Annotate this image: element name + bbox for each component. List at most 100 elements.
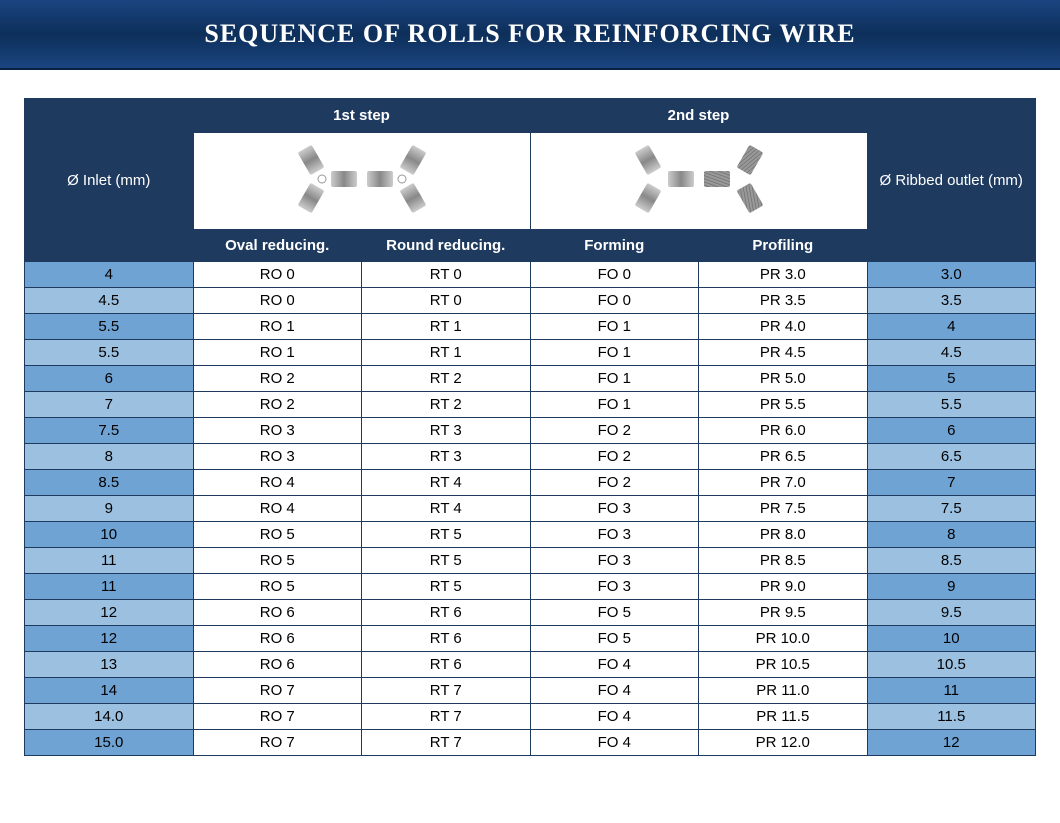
table-row: 15.0RO 7RT 7FO 4PR 12.012 bbox=[25, 730, 1036, 756]
table-row: 5.5RO 1RT 1FO 1PR 4.04 bbox=[25, 314, 1036, 340]
cell-ribbed: 6.5 bbox=[867, 444, 1036, 470]
col-header-step2: 2nd step bbox=[530, 99, 867, 133]
cell-round: RT 5 bbox=[362, 548, 531, 574]
cell-oval: RO 5 bbox=[193, 574, 362, 600]
cell-round: RT 4 bbox=[362, 496, 531, 522]
cell-forming: FO 4 bbox=[530, 678, 699, 704]
cell-oval: RO 3 bbox=[193, 444, 362, 470]
col-header-inlet: Ø Inlet (mm) bbox=[25, 99, 194, 262]
cell-forming: FO 1 bbox=[530, 366, 699, 392]
table-row: 6RO 2RT 2FO 1PR 5.05 bbox=[25, 366, 1036, 392]
rolls-step1-icon bbox=[200, 139, 524, 219]
cell-round: RT 3 bbox=[362, 418, 531, 444]
cell-forming: FO 2 bbox=[530, 418, 699, 444]
cell-round: RT 7 bbox=[362, 704, 531, 730]
cell-inlet: 7.5 bbox=[25, 418, 194, 444]
cell-ribbed: 3.0 bbox=[867, 262, 1036, 288]
cell-forming: FO 0 bbox=[530, 288, 699, 314]
cell-round: RT 2 bbox=[362, 392, 531, 418]
cell-oval: RO 5 bbox=[193, 522, 362, 548]
table-row: 9RO 4RT 4FO 3PR 7.57.5 bbox=[25, 496, 1036, 522]
cell-inlet: 12 bbox=[25, 626, 194, 652]
cell-ribbed: 8 bbox=[867, 522, 1036, 548]
cell-profiling: PR 5.5 bbox=[699, 392, 868, 418]
cell-profiling: PR 3.0 bbox=[699, 262, 868, 288]
cell-inlet: 8 bbox=[25, 444, 194, 470]
cell-ribbed: 10.5 bbox=[867, 652, 1036, 678]
cell-forming: FO 1 bbox=[530, 340, 699, 366]
cell-oval: RO 7 bbox=[193, 678, 362, 704]
cell-inlet: 15.0 bbox=[25, 730, 194, 756]
cell-inlet: 8.5 bbox=[25, 470, 194, 496]
cell-forming: FO 5 bbox=[530, 600, 699, 626]
rolls-step2-icon bbox=[537, 139, 861, 219]
cell-inlet: 4 bbox=[25, 262, 194, 288]
cell-profiling: PR 9.5 bbox=[699, 600, 868, 626]
cell-round: RT 5 bbox=[362, 522, 531, 548]
cell-inlet: 6 bbox=[25, 366, 194, 392]
cell-round: RT 0 bbox=[362, 288, 531, 314]
cell-profiling: PR 9.0 bbox=[699, 574, 868, 600]
cell-oval: RO 1 bbox=[193, 314, 362, 340]
cell-profiling: PR 8.0 bbox=[699, 522, 868, 548]
table-row: 7RO 2RT 2FO 1PR 5.55.5 bbox=[25, 392, 1036, 418]
cell-inlet: 5.5 bbox=[25, 314, 194, 340]
cell-oval: RO 6 bbox=[193, 600, 362, 626]
cell-profiling: PR 12.0 bbox=[699, 730, 868, 756]
col-header-profiling: Profiling bbox=[699, 230, 868, 262]
cell-forming: FO 3 bbox=[530, 496, 699, 522]
cell-forming: FO 5 bbox=[530, 626, 699, 652]
cell-profiling: PR 11.0 bbox=[699, 678, 868, 704]
col-header-oval: Oval reducing. bbox=[193, 230, 362, 262]
cell-oval: RO 4 bbox=[193, 470, 362, 496]
col-header-ribbed: Ø Ribbed outlet (mm) bbox=[867, 99, 1036, 262]
cell-oval: RO 2 bbox=[193, 366, 362, 392]
cell-profiling: PR 7.5 bbox=[699, 496, 868, 522]
cell-ribbed: 8.5 bbox=[867, 548, 1036, 574]
cell-oval: RO 7 bbox=[193, 704, 362, 730]
cell-ribbed: 12 bbox=[867, 730, 1036, 756]
cell-round: RT 6 bbox=[362, 626, 531, 652]
cell-profiling: PR 7.0 bbox=[699, 470, 868, 496]
cell-profiling: PR 5.0 bbox=[699, 366, 868, 392]
cell-forming: FO 1 bbox=[530, 314, 699, 340]
cell-profiling: PR 10.0 bbox=[699, 626, 868, 652]
table-row: 4.5RO 0RT 0FO 0PR 3.53.5 bbox=[25, 288, 1036, 314]
cell-forming: FO 0 bbox=[530, 262, 699, 288]
cell-ribbed: 9 bbox=[867, 574, 1036, 600]
cell-round: RT 5 bbox=[362, 574, 531, 600]
col-header-round: Round reducing. bbox=[362, 230, 531, 262]
cell-ribbed: 5.5 bbox=[867, 392, 1036, 418]
table-row: 11RO 5RT 5FO 3PR 9.09 bbox=[25, 574, 1036, 600]
cell-ribbed: 11 bbox=[867, 678, 1036, 704]
cell-oval: RO 2 bbox=[193, 392, 362, 418]
cell-inlet: 14 bbox=[25, 678, 194, 704]
table-row: 14RO 7RT 7FO 4PR 11.011 bbox=[25, 678, 1036, 704]
table-row: 11RO 5RT 5FO 3PR 8.58.5 bbox=[25, 548, 1036, 574]
cell-inlet: 10 bbox=[25, 522, 194, 548]
cell-inlet: 12 bbox=[25, 600, 194, 626]
cell-oval: RO 4 bbox=[193, 496, 362, 522]
cell-ribbed: 4 bbox=[867, 314, 1036, 340]
table-row: 8RO 3RT 3FO 2PR 6.56.5 bbox=[25, 444, 1036, 470]
cell-round: RT 6 bbox=[362, 652, 531, 678]
cell-forming: FO 4 bbox=[530, 730, 699, 756]
cell-inlet: 7 bbox=[25, 392, 194, 418]
cell-round: RT 7 bbox=[362, 730, 531, 756]
cell-forming: FO 2 bbox=[530, 470, 699, 496]
cell-oval: RO 1 bbox=[193, 340, 362, 366]
rolls-table: Ø Inlet (mm) 1st step 2nd step Ø Ribbed … bbox=[24, 98, 1036, 756]
cell-oval: RO 5 bbox=[193, 548, 362, 574]
cell-oval: RO 6 bbox=[193, 652, 362, 678]
cell-round: RT 0 bbox=[362, 262, 531, 288]
table-row: 10RO 5RT 5FO 3PR 8.08 bbox=[25, 522, 1036, 548]
cell-ribbed: 10 bbox=[867, 626, 1036, 652]
cell-inlet: 9 bbox=[25, 496, 194, 522]
cell-forming: FO 3 bbox=[530, 574, 699, 600]
table-row: 5.5RO 1RT 1FO 1PR 4.54.5 bbox=[25, 340, 1036, 366]
cell-profiling: PR 6.5 bbox=[699, 444, 868, 470]
cell-forming: FO 3 bbox=[530, 548, 699, 574]
cell-ribbed: 9.5 bbox=[867, 600, 1036, 626]
cell-ribbed: 7 bbox=[867, 470, 1036, 496]
cell-inlet: 13 bbox=[25, 652, 194, 678]
